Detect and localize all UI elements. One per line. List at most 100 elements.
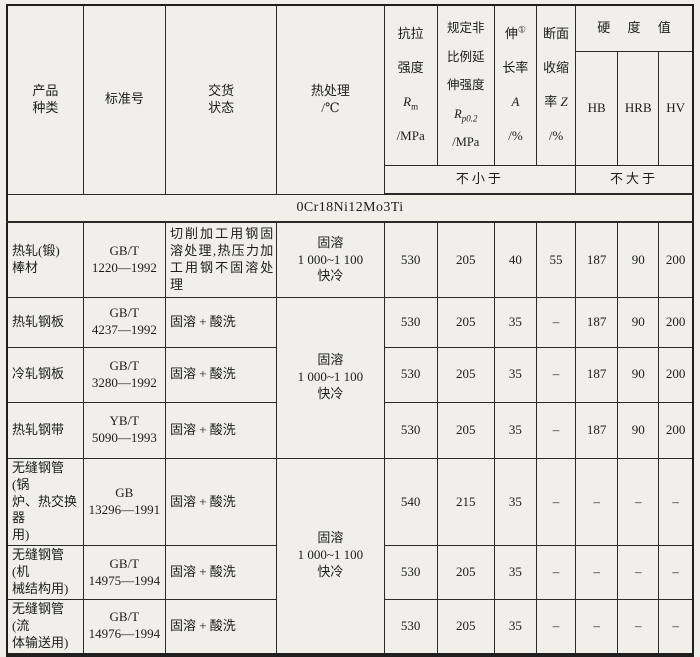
hrb-value: – bbox=[617, 598, 660, 656]
proof-label-line2: 比例延 bbox=[447, 49, 485, 64]
col-header-hardness-group: 硬 度 值 bbox=[575, 4, 694, 53]
delivery-cell: 固溶 + 酸洗 bbox=[164, 401, 278, 459]
elongation-unit: /% bbox=[508, 127, 523, 143]
steel-properties-table: 产品 种类 标准号 交货 状态 热处理 /℃ 抗拉 强度 Rm /MPa 规定非… bbox=[6, 4, 694, 657]
product-cell: 无缝钢管(锅 炉、热交换器 用) bbox=[6, 457, 84, 547]
reduction-value: – bbox=[535, 545, 577, 600]
elongation-value: 35 bbox=[493, 598, 537, 656]
elongation-label-line1: 伸① bbox=[504, 24, 526, 42]
heat-treatment-cell-merged: 固溶 1 000~1 100 快冷 bbox=[276, 457, 385, 656]
reduction-label-line2: 收缩 bbox=[543, 60, 570, 76]
delivery-cell: 固溶 + 酸洗 bbox=[164, 598, 278, 656]
product-cell: 冷轧钢板 bbox=[6, 346, 84, 403]
product-cell: 热轧(锻) 棒材 bbox=[6, 221, 84, 298]
reduction-value: – bbox=[535, 346, 577, 403]
delivery-cell: 固溶 + 酸洗 bbox=[164, 296, 278, 348]
hb-value: 187 bbox=[575, 296, 619, 348]
header-row-top: 产品 种类 标准号 交货 状态 热处理 /℃ 抗拉 强度 Rm /MPa 规定非… bbox=[6, 4, 694, 195]
standard-cell: GB/T 14975—1994 bbox=[82, 545, 166, 600]
product-cell: 无缝钢管(机 械结构用) bbox=[6, 545, 84, 600]
hrb-value: – bbox=[617, 457, 660, 547]
hv-value: 200 bbox=[658, 401, 694, 459]
tensile-symbol: Rm bbox=[403, 93, 419, 112]
col-header-hb: HB bbox=[575, 51, 619, 166]
col-header-elongation: 伸① 长率 A /% bbox=[493, 4, 537, 166]
product-cell: 无缝钢管(流 体输送用) bbox=[6, 598, 84, 656]
product-cell: 热轧钢带 bbox=[6, 401, 84, 459]
table-row: 热轧钢带 YB/T 5090—1993 固溶 + 酸洗 530 205 35 –… bbox=[6, 401, 694, 459]
rp02-value: 205 bbox=[436, 401, 495, 459]
elongation-value: 35 bbox=[493, 296, 537, 348]
reduction-label-line1: 断面 bbox=[543, 26, 570, 42]
delivery-cell: 固溶 + 酸洗 bbox=[164, 545, 278, 600]
hb-value: 187 bbox=[575, 401, 619, 459]
rm-value: 530 bbox=[383, 401, 438, 459]
standard-cell: GB/T 3280—1992 bbox=[82, 346, 166, 403]
tensile-unit: /MPa bbox=[396, 127, 425, 143]
rm-value: 540 bbox=[383, 457, 438, 547]
table-row: 无缝钢管(锅 炉、热交换器 用) GB 13296—1991 固溶 + 酸洗 固… bbox=[6, 457, 694, 656]
reduction-symbol: 率 Z bbox=[544, 93, 568, 109]
rp02-value: 205 bbox=[436, 346, 495, 403]
hv-value: – bbox=[658, 598, 694, 656]
hb-value: – bbox=[575, 457, 619, 547]
col-header-heat-treatment: 热处理 /℃ bbox=[276, 4, 385, 195]
elongation-value: 35 bbox=[493, 346, 537, 403]
constraint-not-less-than: 不小于 bbox=[383, 164, 577, 196]
rm-value: 530 bbox=[383, 296, 438, 348]
hrb-value: 90 bbox=[617, 346, 660, 403]
rm-value: 530 bbox=[383, 545, 438, 600]
reduction-value: – bbox=[535, 401, 577, 459]
tensile-label-line2: 强度 bbox=[397, 60, 424, 76]
standard-cell: GB/T 1220—1992 bbox=[82, 221, 166, 298]
grade-row: 0Cr18Ni12Mo3Ti bbox=[6, 193, 694, 224]
delivery-cell: 固溶 + 酸洗 bbox=[164, 346, 278, 403]
col-header-standard: 标准号 bbox=[82, 4, 166, 195]
delivery-cell: 切削加工用钢固溶处理,热压力加工用钢不固溶处理 bbox=[164, 221, 278, 298]
table-row: 热轧钢板 GB/T 4237—1992 固溶 + 酸洗 固溶 1 000~1 1… bbox=[6, 296, 694, 459]
heat-treatment-cell-merged: 固溶 1 000~1 100 快冷 bbox=[276, 296, 385, 459]
proof-label-line3: 伸强度 bbox=[447, 78, 485, 93]
footnote-1-mark: ① bbox=[517, 24, 526, 35]
hv-value: – bbox=[658, 457, 694, 547]
header-row-hardness-sub: HB HRB HV bbox=[7, 51, 694, 166]
delivery-cell: 固溶 + 酸洗 bbox=[164, 457, 278, 547]
hv-value: 200 bbox=[658, 346, 694, 403]
col-header-tensile-strength: 抗拉 强度 Rm /MPa bbox=[383, 4, 438, 166]
elongation-value: 35 bbox=[493, 401, 537, 459]
proof-unit: /MPa bbox=[452, 135, 480, 150]
header-row-constraint: 不小于 不大于 bbox=[7, 164, 694, 196]
rp02-value: 205 bbox=[436, 598, 495, 656]
reduction-value: – bbox=[535, 598, 577, 656]
rm-value: 530 bbox=[383, 598, 438, 656]
reduction-value: – bbox=[535, 457, 577, 547]
rp02-value: 205 bbox=[436, 296, 495, 348]
hv-value: 200 bbox=[658, 296, 694, 348]
col-header-product: 产品 种类 bbox=[6, 4, 84, 195]
hrb-value: 90 bbox=[617, 401, 660, 459]
reduction-value: – bbox=[535, 296, 577, 348]
hv-value: – bbox=[658, 545, 694, 600]
proof-symbol: Rp0.2 bbox=[454, 106, 478, 124]
elongation-value: 35 bbox=[493, 457, 537, 547]
grade-designation: 0Cr18Ni12Mo3Ti bbox=[6, 193, 694, 224]
proof-label-line1: 规定非 bbox=[447, 21, 485, 36]
tensile-label-line1: 抗拉 bbox=[397, 26, 424, 42]
standard-cell: YB/T 5090—1993 bbox=[82, 401, 166, 459]
col-header-hrb: HRB bbox=[617, 51, 660, 166]
hb-value: – bbox=[575, 545, 619, 600]
scanned-page: 产品 种类 标准号 交货 状态 热处理 /℃ 抗拉 强度 Rm /MPa 规定非… bbox=[6, 4, 694, 657]
table-row: 热轧(锻) 棒材 GB/T 1220—1992 切削加工用钢固溶处理,热压力加工… bbox=[6, 221, 694, 298]
col-header-delivery: 交货 状态 bbox=[164, 4, 278, 195]
hb-value: 187 bbox=[575, 346, 619, 403]
col-header-hv: HV bbox=[658, 51, 694, 166]
hv-value: 200 bbox=[658, 221, 694, 298]
reduction-unit: /% bbox=[548, 127, 564, 143]
hrb-value: – bbox=[617, 545, 660, 600]
reduction-value: 55 bbox=[535, 221, 577, 298]
standard-cell: GB/T 4237—1992 bbox=[82, 296, 166, 348]
col-header-area-reduction: 断面 收缩 率 Z /% bbox=[535, 4, 577, 166]
elongation-value: 35 bbox=[493, 545, 537, 600]
hrb-value: 90 bbox=[617, 296, 660, 348]
heat-treatment-cell: 固溶 1 000~1 100 快冷 bbox=[276, 221, 385, 298]
